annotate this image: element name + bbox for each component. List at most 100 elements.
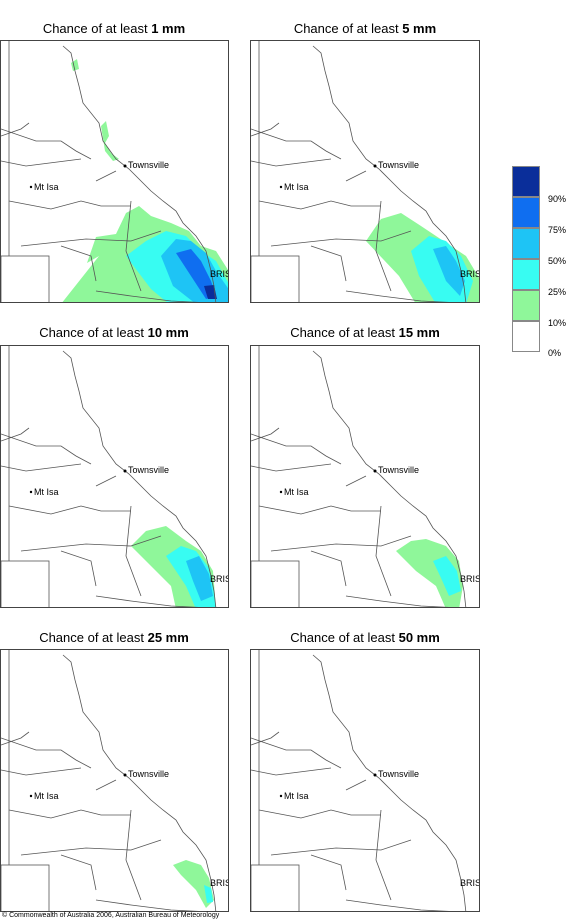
- mtisa-dot: [29, 490, 33, 494]
- shade-25pct: [204, 885, 213, 903]
- panel-title-1mm: Chance of at least 1 mm: [0, 21, 228, 36]
- city-mt-isa: Mt Isa: [34, 487, 59, 497]
- city-mt-isa: Mt Isa: [284, 791, 309, 801]
- city-mt-isa: Mt Isa: [34, 791, 59, 801]
- title-amount: 50 mm: [398, 630, 440, 645]
- city-mt-isa: Mt Isa: [34, 182, 59, 192]
- legend-label-25: 25%: [548, 287, 567, 297]
- title-prefix: Chance of at least: [290, 325, 399, 340]
- gulf-coast: [1, 122, 30, 137]
- map-svg: Townsville Mt Isa BRIS: [1, 346, 228, 607]
- shade-90pct: [204, 285, 217, 299]
- panel-title-25mm: Chance of at least 25 mm: [0, 630, 228, 645]
- coastline: [312, 45, 467, 302]
- city-townsville: Townsville: [378, 160, 419, 170]
- city-townsville: Townsville: [128, 160, 169, 170]
- map-svg: Townsville Mt Isa BRIS: [251, 346, 479, 607]
- legend-label-75: 75%: [548, 225, 567, 235]
- shade-coast-patch: [101, 121, 119, 161]
- map-svg: Townsville Mt Isa BRIS: [1, 650, 229, 911]
- map-panel-10mm: Townsville Mt Isa BRIS: [0, 345, 229, 608]
- gulf-coast: [1, 427, 30, 442]
- coastline: [312, 654, 467, 911]
- coastline: [62, 350, 217, 607]
- rain-shading: [396, 539, 463, 607]
- shade-50pct: [433, 246, 465, 296]
- panel-title-10mm: Chance of at least 10 mm: [0, 325, 228, 340]
- title-prefix: Chance of at least: [39, 630, 148, 645]
- city-townsville: Townsville: [128, 465, 169, 475]
- legend-swatch-50: [512, 228, 540, 259]
- map-panel-5mm: Townsville Mt Isa BRIS: [250, 40, 480, 303]
- title-amount: 15 mm: [398, 325, 440, 340]
- city-mt-isa: Mt Isa: [284, 182, 309, 192]
- mtisa-dot: [29, 185, 33, 189]
- townsville-dot: [123, 164, 127, 168]
- mtisa-dot: [279, 185, 283, 189]
- shade-25pct: [433, 556, 461, 596]
- city-townsville: Townsville: [128, 769, 169, 779]
- title-amount: 10 mm: [147, 325, 189, 340]
- title-amount: 1 mm: [151, 21, 186, 36]
- map-svg: Townsville Mt Isa BRIS: [251, 650, 480, 911]
- map-panel-1mm: Townsville Mt Isa BRIS: [0, 40, 229, 303]
- mtisa-dot: [279, 490, 283, 494]
- panel-title-5mm: Chance of at least 5 mm: [250, 21, 480, 36]
- nt-box: [251, 255, 300, 302]
- city-mt-isa: Mt Isa: [284, 487, 309, 497]
- district-lines: [251, 433, 450, 607]
- nt-box: [1, 560, 50, 607]
- nt-box: [251, 560, 300, 607]
- map-panel-15mm: Townsville Mt Isa BRIS: [250, 345, 480, 608]
- legend-swatch-75: [512, 197, 540, 228]
- copyright-notice: © Commonwealth of Australia 2006, Austra…: [2, 912, 220, 919]
- city-townsville: Townsville: [378, 465, 419, 475]
- city-bris: BRIS: [210, 269, 229, 279]
- legend-label-0: 0%: [548, 348, 562, 358]
- shade-50pct: [186, 556, 213, 601]
- title-amount: 25 mm: [147, 630, 189, 645]
- townsville-dot: [373, 469, 377, 473]
- rain-shading: [366, 213, 479, 302]
- city-bris: BRIS: [460, 269, 480, 279]
- rain-shading: [173, 860, 214, 908]
- legend-label-10: 10%: [548, 318, 567, 328]
- panel-title-15mm: Chance of at least 15 mm: [250, 325, 480, 340]
- nt-box: [1, 255, 50, 302]
- rain-shading: [131, 526, 216, 607]
- townsville-dot: [123, 773, 127, 777]
- nt-box: [251, 864, 300, 911]
- legend-swatch-25: [512, 259, 540, 290]
- gulf-coast: [251, 122, 280, 137]
- title-prefix: Chance of at least: [290, 630, 399, 645]
- city-townsville: Townsville: [378, 769, 419, 779]
- coastline: [312, 350, 467, 607]
- city-bris: BRIS: [210, 878, 229, 888]
- map-svg: Townsville Mt Isa BRIS: [1, 41, 229, 302]
- shade-10pct: [173, 860, 214, 908]
- legend-swatch-90: [512, 166, 540, 197]
- townsville-dot: [373, 164, 377, 168]
- townsville-dot: [373, 773, 377, 777]
- shade-10pct: [396, 539, 463, 607]
- district-lines: [1, 737, 199, 911]
- map-panel-50mm: Townsville Mt Isa BRIS: [250, 649, 480, 912]
- legend-label-90: 90%: [548, 194, 567, 204]
- rain-shading: [62, 59, 228, 302]
- city-bris: BRIS: [460, 878, 480, 888]
- district-lines: [251, 737, 450, 911]
- district-lines: [1, 433, 199, 607]
- gulf-coast: [251, 731, 280, 746]
- legend-swatch-0: [512, 321, 540, 352]
- legend-swatch-10: [512, 290, 540, 321]
- district-lines: [1, 128, 199, 302]
- nt-box: [1, 864, 50, 911]
- title-amount: 5 mm: [402, 21, 437, 36]
- coastline: [62, 654, 217, 911]
- mtisa-dot: [29, 794, 33, 798]
- gulf-coast: [251, 427, 280, 442]
- map-svg: Townsville Mt Isa BRIS: [251, 41, 480, 302]
- coastline: [62, 45, 217, 302]
- legend-label-50: 50%: [548, 256, 567, 266]
- panel-title-50mm: Chance of at least 50 mm: [250, 630, 480, 645]
